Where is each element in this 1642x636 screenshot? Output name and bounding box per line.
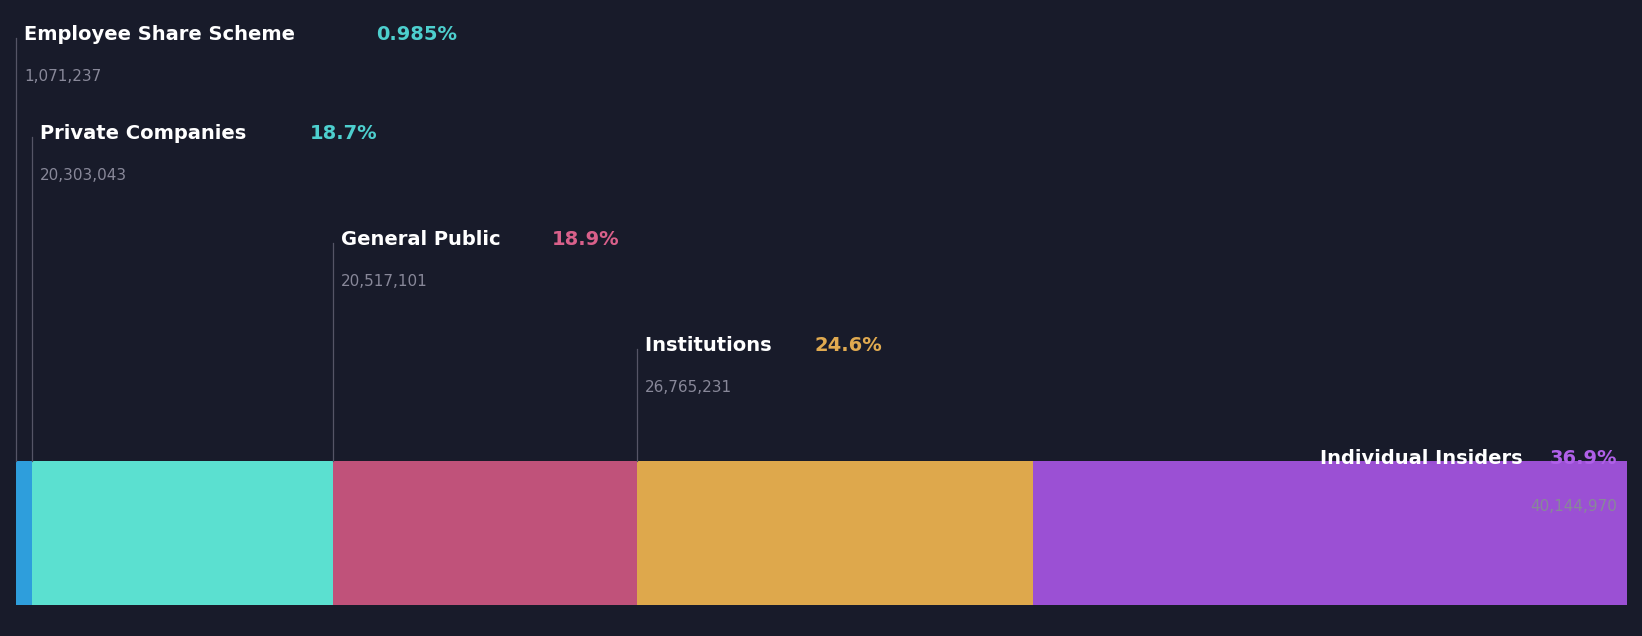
Text: 1,071,237: 1,071,237 bbox=[25, 69, 102, 84]
Bar bbox=[33, 461, 333, 605]
Text: Individual Insiders: Individual Insiders bbox=[1320, 448, 1529, 467]
Text: Employee Share Scheme: Employee Share Scheme bbox=[25, 25, 302, 44]
Text: 20,303,043: 20,303,043 bbox=[41, 169, 128, 183]
Bar bbox=[333, 461, 637, 605]
Text: 40,144,970: 40,144,970 bbox=[1530, 499, 1617, 514]
Bar bbox=[637, 461, 1033, 605]
Text: 24.6%: 24.6% bbox=[814, 336, 882, 356]
Text: 18.7%: 18.7% bbox=[310, 125, 378, 144]
Text: Private Companies: Private Companies bbox=[41, 125, 253, 144]
Bar bbox=[16, 461, 33, 605]
Text: 0.985%: 0.985% bbox=[376, 25, 456, 44]
Text: General Public: General Public bbox=[342, 230, 507, 249]
Text: 26,765,231: 26,765,231 bbox=[645, 380, 732, 396]
Text: 36.9%: 36.9% bbox=[1550, 448, 1617, 467]
Text: 18.9%: 18.9% bbox=[552, 230, 619, 249]
Text: Institutions: Institutions bbox=[645, 336, 778, 356]
Bar bbox=[1033, 461, 1627, 605]
Text: 20,517,101: 20,517,101 bbox=[342, 274, 429, 289]
